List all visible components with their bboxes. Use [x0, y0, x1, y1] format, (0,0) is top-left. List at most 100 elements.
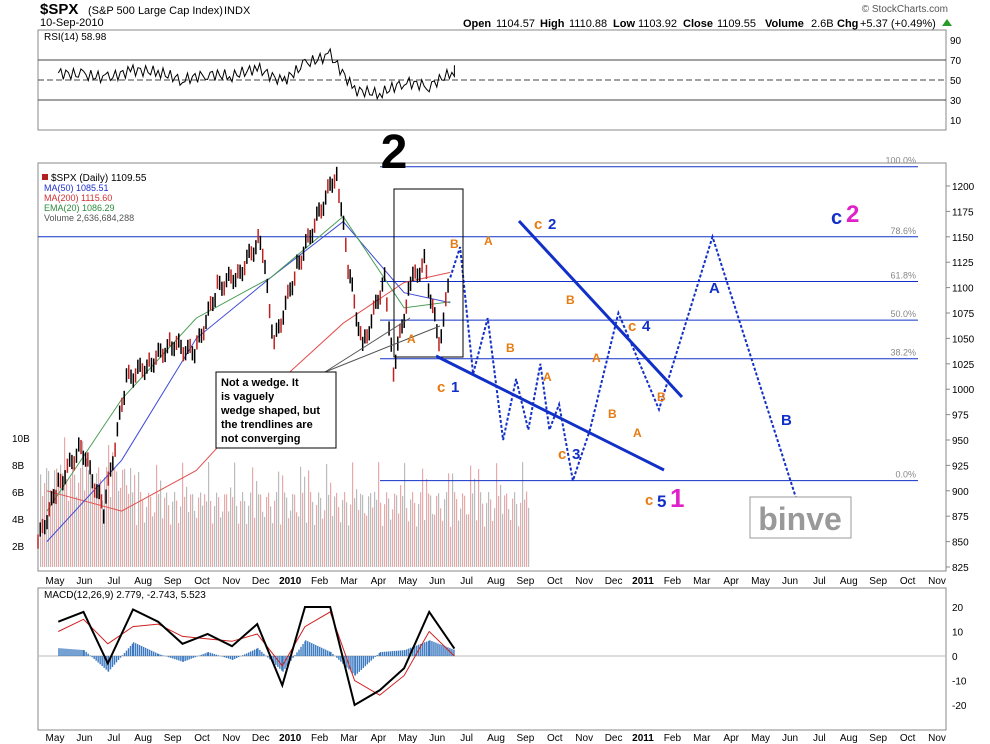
macd-histogram-bar — [362, 656, 364, 669]
macd-histogram-bar — [202, 654, 204, 656]
watermark: © StockCharts.com — [862, 4, 948, 15]
macd-histogram-bar — [142, 646, 145, 656]
volume-bar — [90, 468, 92, 567]
up-arrow-icon — [942, 19, 952, 26]
volume-bar — [176, 500, 178, 567]
volume-bar — [368, 496, 370, 567]
callout-line-2 — [324, 325, 441, 373]
close-label: Close — [683, 18, 713, 30]
x-tick-label-bottom: Mar — [693, 733, 711, 744]
volume-bar — [418, 503, 420, 567]
x-tick-label: Jul — [460, 576, 473, 587]
volume-bar — [450, 526, 452, 567]
macd-histogram-bar — [140, 646, 143, 656]
x-tick-label-bottom: Oct — [194, 733, 210, 744]
volume-bar — [242, 492, 244, 567]
price-y-tick: 1100 — [952, 284, 974, 295]
x-tick-label-bottom: Jul — [460, 733, 473, 744]
volume-bar — [114, 467, 116, 567]
x-tick-label: Jul — [813, 576, 826, 587]
x-tick-label-bottom: May — [398, 733, 417, 744]
x-tick-label-bottom: Jun — [76, 733, 92, 744]
fib-label: 38.2% — [890, 348, 916, 358]
volume-bar — [504, 495, 506, 567]
volume-bar — [138, 472, 140, 567]
wave-label-A-4: A — [592, 351, 601, 365]
macd-histogram-bar — [257, 648, 259, 656]
macd-histogram-bar — [443, 645, 445, 656]
volume-bar — [410, 499, 412, 567]
macd-histogram-bar — [138, 645, 141, 656]
x-tick-label: Aug — [487, 576, 505, 587]
macd-histogram-bar — [241, 655, 244, 656]
volume-bar — [378, 462, 380, 567]
macd-histogram-bar — [131, 643, 134, 656]
callout-line — [324, 317, 411, 373]
wave-label-c2-2: 2 — [548, 216, 556, 233]
macd-histogram-bar — [115, 656, 118, 663]
symbol: $SPX — [40, 1, 78, 18]
x-tick-label-bottom: Oct — [900, 733, 916, 744]
macd-histogram-bar — [158, 654, 160, 656]
rsi-y-tick: 10 — [950, 116, 962, 127]
volume-bar — [472, 493, 474, 567]
macd-histogram-bar — [217, 655, 220, 656]
macd-histogram-bar — [80, 649, 82, 656]
volume-bar — [220, 517, 222, 567]
macd-histogram-bar — [267, 656, 269, 658]
volume-bar — [214, 506, 216, 567]
macd-histogram-bar — [374, 656, 376, 657]
volume-bar — [48, 470, 50, 567]
wave-label-B-4: B — [608, 407, 617, 421]
volume-bar — [396, 495, 398, 567]
volume-bar — [186, 486, 188, 567]
macd-histogram-bar — [315, 644, 317, 656]
wave-label-c2-blue-c: c — [831, 207, 842, 229]
volume-bar — [124, 468, 126, 567]
macd-histogram-bar — [424, 642, 426, 656]
highlight-box — [393, 188, 464, 358]
x-tick-label: Dec — [605, 576, 623, 587]
macd-histogram-bar — [348, 656, 350, 670]
x-tick-label: Oct — [547, 576, 563, 587]
macd-histogram-bar — [275, 656, 277, 665]
wave-label-c2-c: c — [534, 216, 542, 233]
volume-bar — [482, 503, 484, 567]
macd-histogram-bar — [323, 648, 325, 656]
volume-bar — [446, 492, 448, 567]
fib-label: 50.0% — [890, 309, 916, 319]
volume-bar — [478, 468, 480, 567]
fib-label: 100.0% — [885, 156, 916, 166]
volume-bar — [358, 509, 360, 567]
macd-histogram-bar — [64, 648, 66, 656]
macd-histogram-bar — [364, 656, 366, 667]
volume-bar — [286, 497, 288, 567]
wave-label-c1-c: c — [437, 379, 445, 396]
macd-histogram-bar — [296, 652, 298, 656]
price-y-tick: 975 — [952, 411, 969, 422]
x-tick-label-bottom: Nov — [575, 733, 593, 744]
volume-bar — [500, 484, 502, 567]
volume-bar — [120, 487, 122, 567]
volume-bar — [164, 497, 166, 567]
x-tick-label-bottom: Dec — [605, 733, 623, 744]
volume-bar — [364, 513, 366, 567]
volume-bar — [432, 513, 434, 567]
macd-histogram-bar — [439, 644, 441, 656]
volume-bar — [322, 518, 324, 567]
macd-histogram-bar — [227, 656, 230, 659]
wave-label-A-3: A — [543, 370, 552, 384]
volume-bar — [388, 498, 390, 567]
wave-label-c4-c: c — [628, 318, 636, 335]
volume-bar — [128, 493, 130, 567]
macd-histogram-bar — [91, 656, 93, 658]
volume-bar — [356, 489, 358, 567]
volume-bar — [64, 437, 66, 567]
macd-histogram-bar — [76, 649, 78, 656]
volume-bar — [498, 495, 500, 567]
volume-bar — [494, 508, 496, 567]
volume-bar — [470, 465, 472, 567]
macd-histogram-bar — [62, 648, 64, 656]
macd-histogram-bar — [156, 653, 159, 656]
binve-stamp — [749, 496, 852, 539]
